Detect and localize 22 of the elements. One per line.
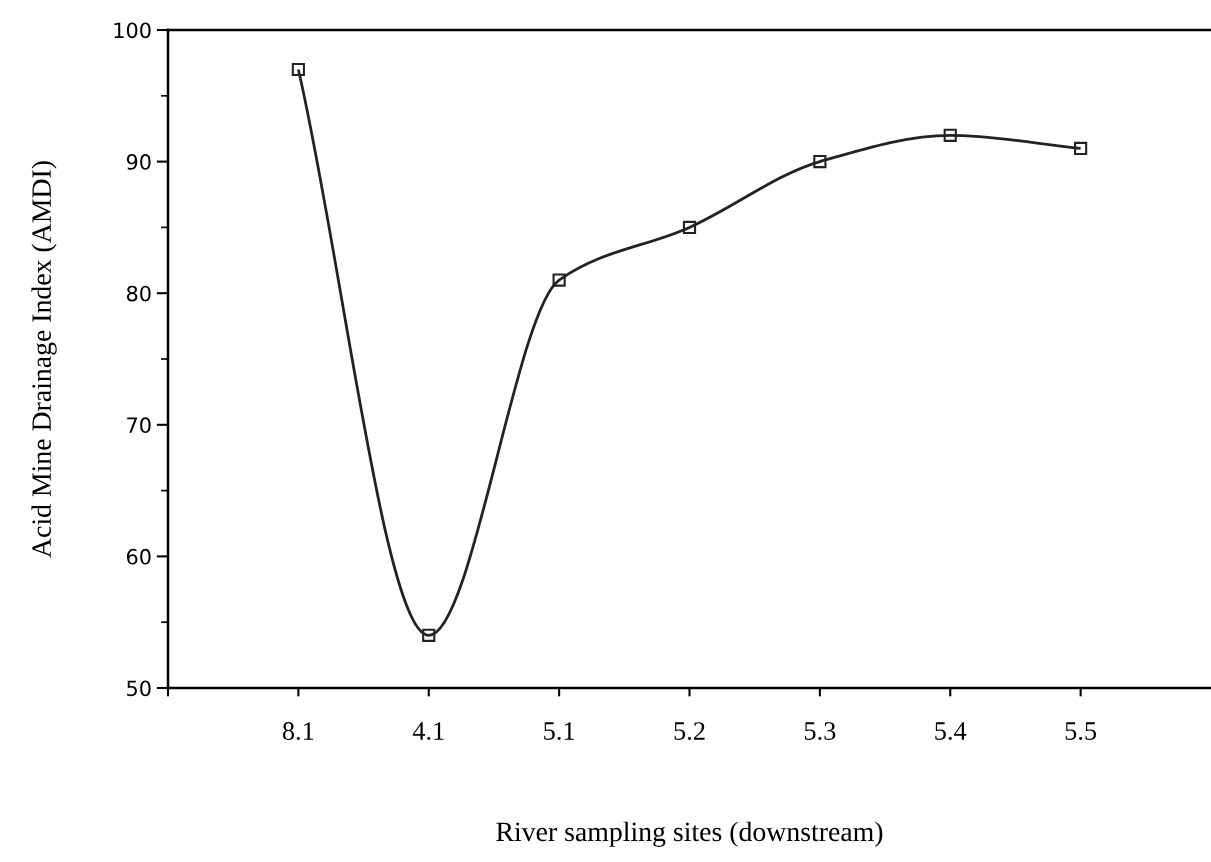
point bbox=[813, 155, 827, 169]
x-tick-label: 5.3 bbox=[804, 722, 836, 741]
y-tick-label: 70 bbox=[127, 417, 151, 434]
point bbox=[682, 220, 697, 234]
y-axis-title: Acid Mine Drainage Index (AMDI) bbox=[31, 161, 57, 558]
y-tick-label: 50 bbox=[127, 680, 151, 697]
point bbox=[291, 62, 305, 77]
x-tick-label: 4.1 bbox=[412, 722, 444, 741]
y-tick-label: 100 bbox=[114, 22, 151, 39]
y-tick-label: 90 bbox=[126, 154, 151, 170]
point bbox=[943, 128, 957, 142]
x-tick-label: 8.1 bbox=[282, 722, 314, 741]
x-tick-label: 5.4 bbox=[935, 722, 967, 741]
x-axis-title: River sampling sites (downstream) bbox=[496, 821, 883, 847]
point bbox=[422, 628, 436, 642]
y-tick-label: 60 bbox=[126, 548, 151, 565]
x-tick-label: 5.1 bbox=[544, 722, 575, 741]
point bbox=[1074, 141, 1088, 156]
x-tick-label: 5.5 bbox=[1065, 722, 1097, 741]
x-tick-label: 5.2 bbox=[674, 722, 705, 741]
point bbox=[552, 273, 566, 287]
y-tick-label: 80 bbox=[126, 285, 151, 302]
